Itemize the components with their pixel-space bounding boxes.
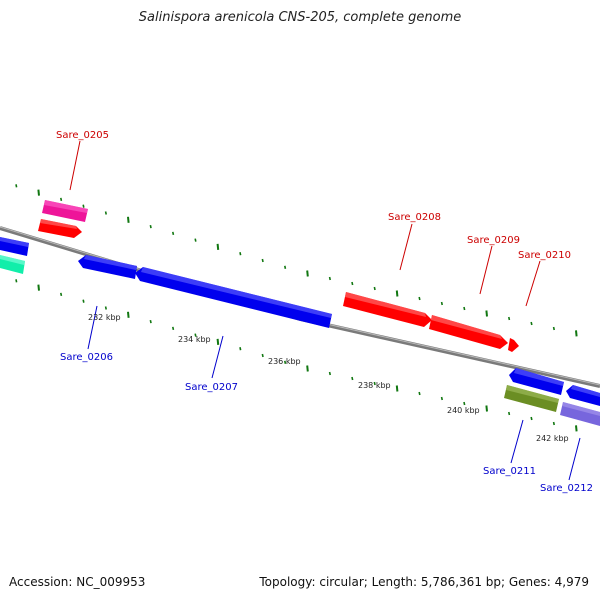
gene-sare-0210-feature[interactable] <box>508 338 519 352</box>
inner-tick <box>530 416 533 421</box>
inner-tick <box>239 347 242 351</box>
outer-tick <box>37 189 40 196</box>
outer-tick <box>15 184 18 188</box>
gene-label-sare-0208[interactable]: Sare_0208 <box>388 212 441 223</box>
outer-tick <box>575 330 578 337</box>
outer-tick <box>172 231 175 236</box>
gene-sare-0211-feature[interactable] <box>504 385 559 412</box>
outer-tick <box>508 316 511 321</box>
outer-tick <box>82 204 85 208</box>
outer-tick <box>284 265 287 269</box>
kbp-label-234: 234 kbp <box>178 335 211 344</box>
outer-tick <box>530 321 533 326</box>
gene-sare-0205-feature[interactable] <box>42 200 88 222</box>
kbp-label-236: 236 kbp <box>268 357 301 366</box>
gene-label-sare-0207[interactable]: Sare_0207 <box>185 382 238 393</box>
outer-tick <box>149 224 152 229</box>
outer-tick <box>463 306 466 311</box>
outer-tick <box>351 281 354 286</box>
inner-tick <box>216 338 220 345</box>
inner-tick <box>82 299 85 303</box>
outer-tick <box>418 296 421 301</box>
outer-tick <box>60 197 63 202</box>
gene-sare-0212-feature[interactable] <box>560 402 600 426</box>
inner-tick <box>575 425 578 432</box>
outer-tick <box>552 326 555 331</box>
outer-tick <box>485 310 488 317</box>
gene-blue-left-feature[interactable] <box>0 237 29 256</box>
gene-label-sare-0211[interactable]: Sare_0211 <box>483 466 536 477</box>
gene-label-sare-0205[interactable]: Sare_0205 <box>56 130 109 141</box>
kbp-label-242: 242 kbp <box>536 434 569 443</box>
gene-label-sare-0212[interactable]: Sare_0212 <box>540 483 593 494</box>
inner-tick <box>127 311 130 318</box>
map-title: Salinispora arenicola CNS-205, complete … <box>138 10 462 25</box>
inner-tick <box>373 381 376 386</box>
inner-tick <box>306 365 309 372</box>
gene-sare-0211-blue-feature[interactable] <box>509 368 564 395</box>
inner-tick <box>395 385 399 392</box>
outer-tick <box>373 286 376 291</box>
inner-tick <box>15 279 18 283</box>
inner-tick <box>261 353 264 358</box>
outer-tick <box>328 276 331 281</box>
inner-tick <box>149 319 152 324</box>
inner-tick <box>418 391 421 396</box>
inner-tick <box>104 306 107 310</box>
inner-tick <box>172 326 175 331</box>
outer-tick <box>395 290 399 297</box>
gene-teal-left-feature[interactable] <box>0 255 25 274</box>
kbp-label-238: 238 kbp <box>358 381 391 390</box>
outer-tick <box>239 252 242 256</box>
gene-sare-0208-feature[interactable] <box>343 292 432 327</box>
inner-tick <box>485 405 488 412</box>
gene-label-sare-0209[interactable]: Sare_0209 <box>467 235 520 246</box>
inner-tick <box>194 333 197 337</box>
genome-summary-text: Topology: circular; Length: 5,786,361 bp… <box>259 575 589 589</box>
inner-tick <box>328 371 331 376</box>
outer-tick <box>127 216 130 223</box>
accession-text: Accession: NC_009953 <box>9 575 146 589</box>
outer-tick <box>306 270 309 277</box>
gene-sare-0207-feature[interactable] <box>135 267 332 328</box>
gene-sare-0209-feature[interactable] <box>429 315 508 349</box>
inner-tick <box>351 376 354 381</box>
inner-tick <box>440 396 443 401</box>
outer-tick-row <box>15 184 578 337</box>
gene-label-sare-0210[interactable]: Sare_0210 <box>518 250 571 261</box>
kbp-label-240: 240 kbp <box>447 406 480 415</box>
inner-tick-row <box>15 279 578 432</box>
kbp-label-232: 232 kbp <box>88 313 121 322</box>
outer-tick <box>261 258 264 263</box>
outer-tick <box>104 211 107 215</box>
outer-tick <box>440 301 443 306</box>
inner-tick <box>552 421 555 426</box>
inner-tick <box>463 401 466 406</box>
label-leader-lines <box>69 140 581 481</box>
outer-tick <box>216 243 220 250</box>
gene-label-sare-0206[interactable]: Sare_0206 <box>60 352 113 363</box>
inner-tick <box>60 292 63 297</box>
gene-blue-right-feature[interactable] <box>566 385 600 406</box>
inner-tick <box>508 411 511 416</box>
gene-sare-0206-feature[interactable] <box>78 255 137 279</box>
inner-tick <box>284 360 287 364</box>
gene-red-small-feature[interactable] <box>38 219 82 238</box>
inner-tick <box>37 284 40 291</box>
outer-tick <box>194 238 197 242</box>
